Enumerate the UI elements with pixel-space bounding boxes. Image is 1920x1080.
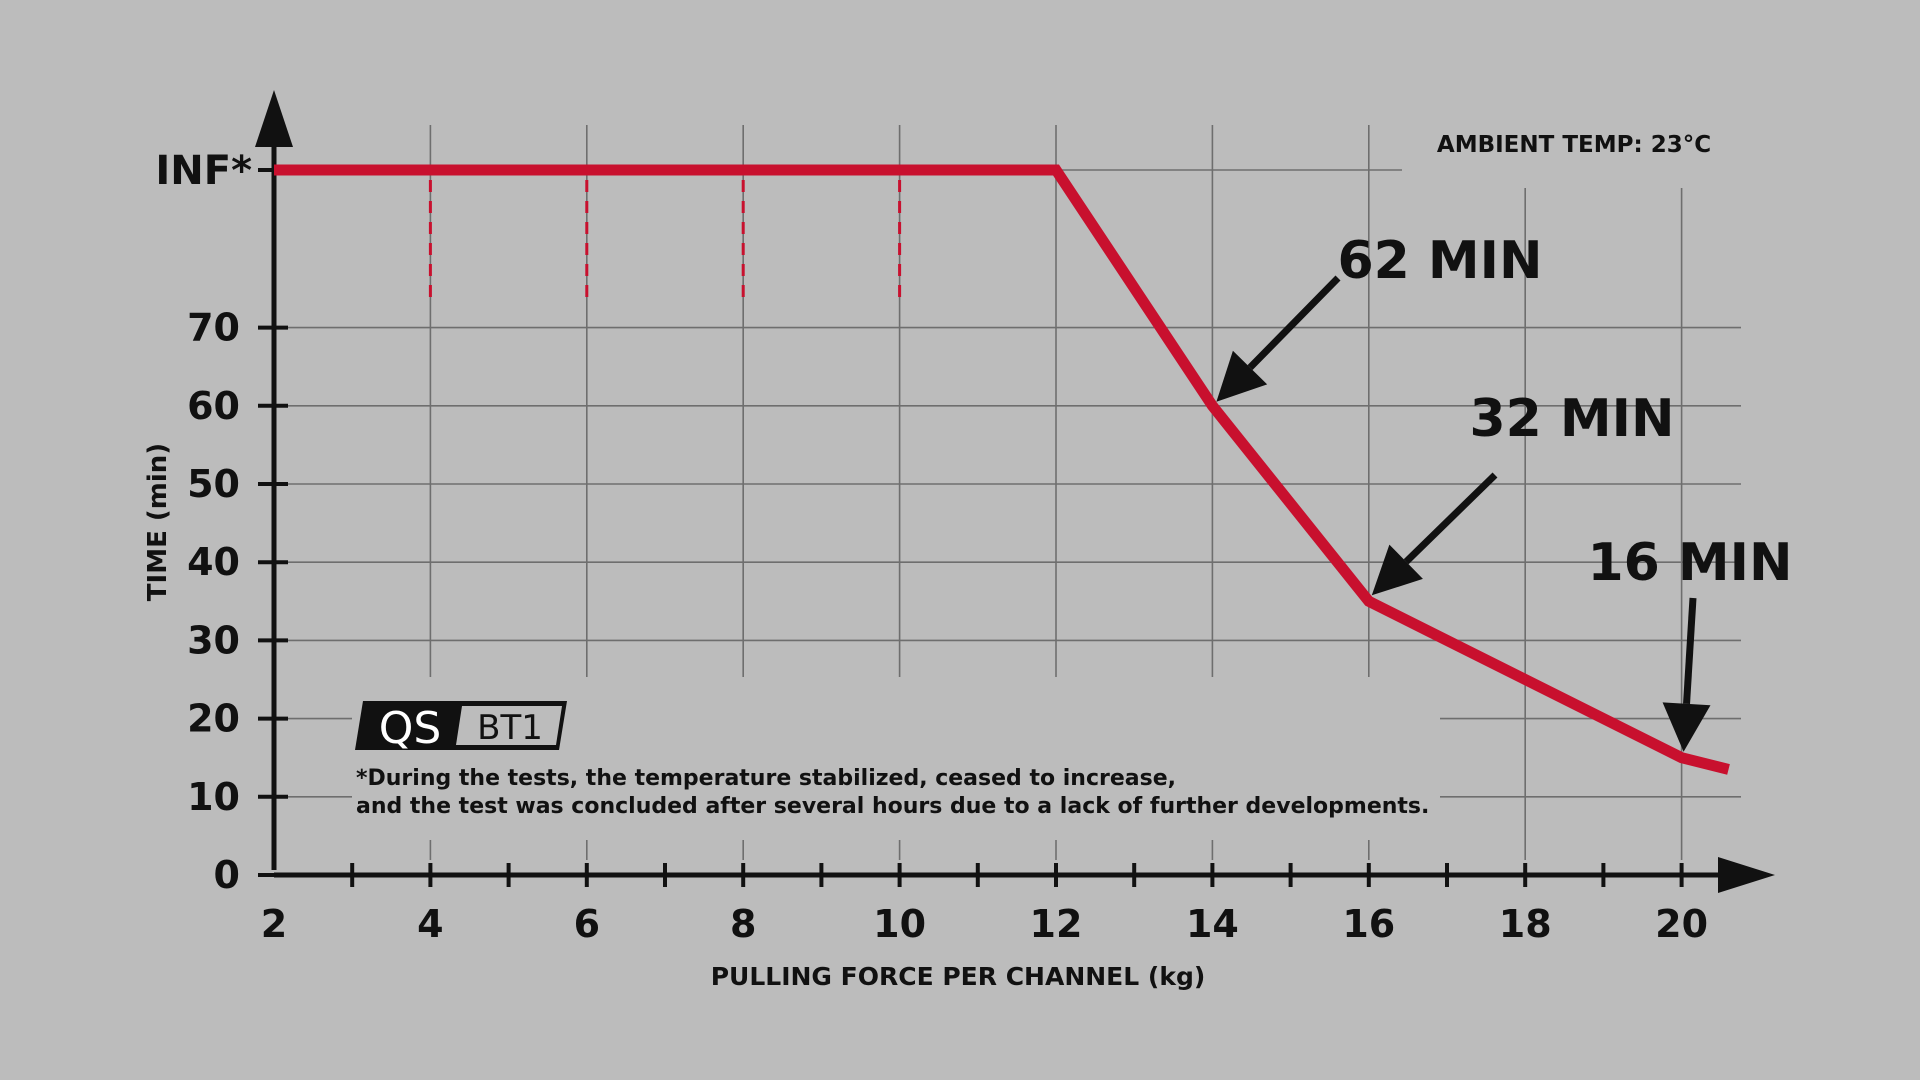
annotation-label: 62 MIN xyxy=(1337,231,1542,291)
chart-grid xyxy=(274,125,1741,860)
y-tick-label: 30 xyxy=(187,618,240,662)
y-tick-label: 10 xyxy=(187,775,240,819)
annotation-label: 16 MIN xyxy=(1587,533,1792,593)
x-tick-label: 10 xyxy=(873,902,926,946)
spacer xyxy=(1440,677,1441,678)
annotation-arrow-shaft xyxy=(1403,472,1498,565)
y-tick-label: 50 xyxy=(187,462,240,506)
y-axis-title: TIME (min) xyxy=(143,443,173,601)
annotation-arrow-head xyxy=(1216,350,1268,402)
axis-ticks: 2 4 6 8 10 12 14 16 18 20 0 10 20 30 40 50 60 70 INF* xyxy=(155,148,1708,946)
dashed-markers xyxy=(428,180,902,305)
annotation-arrow-head xyxy=(1371,544,1423,596)
x-tick-label: 12 xyxy=(1030,902,1083,946)
annotations: 62 MIN 32 MIN 16 MIN xyxy=(1216,231,1793,752)
ambient-temp-label: AMBIENT TEMP: 23°C xyxy=(1437,132,1711,158)
data-series xyxy=(273,164,1730,775)
y-tick-label: 0 xyxy=(214,853,240,897)
footnote-line-2: and the test was concluded after several… xyxy=(356,794,1429,819)
y-axis-arrow xyxy=(255,90,293,147)
x-tick-label: 20 xyxy=(1655,902,1708,946)
annotation-arrow-head xyxy=(1662,702,1711,752)
x-axis-arrow xyxy=(1718,857,1775,893)
logo-bt1-text: BT1 xyxy=(477,708,543,748)
x-tick-label: 6 xyxy=(574,902,600,946)
x-tick-label: 14 xyxy=(1186,902,1239,946)
y-tick-label-inf: INF* xyxy=(155,148,252,194)
series-line xyxy=(274,164,1730,775)
annotation-arrow-shaft xyxy=(1247,275,1341,371)
x-tick-label: 2 xyxy=(261,902,287,946)
x-tick-label: 18 xyxy=(1499,902,1552,946)
x-tick-label: 4 xyxy=(417,902,443,946)
chart-axes xyxy=(255,90,1775,893)
y-tick-label: 70 xyxy=(187,306,240,350)
y-tick-label: 20 xyxy=(187,697,240,741)
qs-bt1-logo: QS BT1 xyxy=(355,701,567,754)
logo-qs-text: QS xyxy=(379,703,442,754)
footnote-line-1: *During the tests, the temperature stabi… xyxy=(356,766,1176,791)
x-tick-label: 8 xyxy=(730,902,756,946)
y-tick-label: 40 xyxy=(187,540,240,584)
annotation-arrow-shaft xyxy=(1683,597,1697,705)
x-tick-label: 16 xyxy=(1342,902,1395,946)
y-tick-label: 60 xyxy=(187,384,240,428)
annotation-label: 32 MIN xyxy=(1469,389,1674,449)
x-axis-title: PULLING FORCE PER CHANNEL (kg) xyxy=(711,962,1206,991)
